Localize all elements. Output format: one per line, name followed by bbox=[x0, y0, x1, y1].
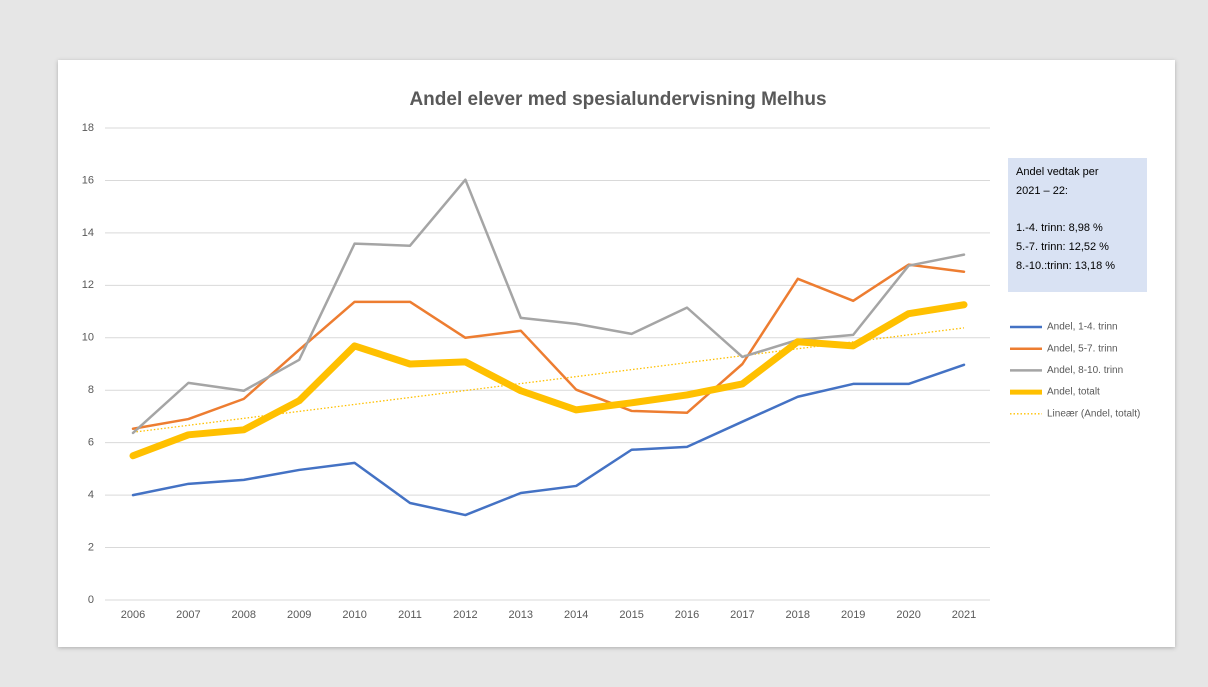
y-tick-label: 14 bbox=[82, 227, 94, 239]
legend-label: Andel, 8-10. trinn bbox=[1047, 365, 1123, 376]
y-tick-label: 2 bbox=[88, 541, 94, 553]
x-tick-label: 2017 bbox=[730, 609, 754, 621]
x-tick-label: 2016 bbox=[675, 609, 699, 621]
y-tick-label: 6 bbox=[88, 437, 94, 449]
annotation-text: 8.-10.:trinn: 13,18 % bbox=[1016, 260, 1115, 272]
x-tick-label: 2018 bbox=[786, 609, 810, 621]
series-line bbox=[129, 301, 968, 460]
chart-card bbox=[58, 60, 1175, 647]
x-tick-label: 2021 bbox=[952, 609, 976, 621]
y-tick-label: 10 bbox=[82, 332, 94, 344]
series-line bbox=[131, 363, 966, 517]
chart-title: Andel elever med spesialundervisning Mel… bbox=[409, 89, 826, 110]
x-tick-label: 2010 bbox=[342, 609, 366, 621]
y-tick-label: 18 bbox=[82, 122, 94, 134]
legend-label: Andel, totalt bbox=[1047, 387, 1100, 398]
legend-label: Lineær (Andel, totalt) bbox=[1047, 408, 1140, 419]
annotation-text: 1.-4. trinn: 8,98 % bbox=[1016, 222, 1103, 234]
legend-label: Andel, 1-4. trinn bbox=[1047, 322, 1118, 333]
legend-label: Andel, 5-7. trinn bbox=[1047, 343, 1118, 354]
x-tick-label: 2009 bbox=[287, 609, 311, 621]
x-tick-label: 2007 bbox=[176, 609, 200, 621]
x-tick-label: 2011 bbox=[398, 609, 422, 621]
y-tick-label: 16 bbox=[82, 174, 94, 186]
x-tick-label: 2013 bbox=[509, 609, 533, 621]
x-tick-label: 2019 bbox=[841, 609, 865, 621]
x-tick-label: 2012 bbox=[453, 609, 477, 621]
x-tick-label: 2006 bbox=[121, 609, 145, 621]
y-tick-label: 4 bbox=[88, 489, 94, 501]
x-tick-label: 2014 bbox=[564, 609, 588, 621]
x-tick-label: 2020 bbox=[896, 609, 920, 621]
y-tick-label: 12 bbox=[82, 279, 94, 291]
annotation-text: Andel vedtak per bbox=[1016, 166, 1099, 178]
series-line bbox=[131, 178, 966, 435]
x-tick-label: 2015 bbox=[619, 609, 643, 621]
x-tick-label: 2008 bbox=[232, 609, 256, 621]
y-tick-label: 0 bbox=[88, 594, 94, 606]
annotation-text: 2021 – 22: bbox=[1016, 185, 1068, 197]
annotation-text: 5.-7. trinn: 12,52 % bbox=[1016, 241, 1109, 253]
y-tick-label: 8 bbox=[88, 384, 94, 396]
annotation-box bbox=[1008, 158, 1147, 292]
